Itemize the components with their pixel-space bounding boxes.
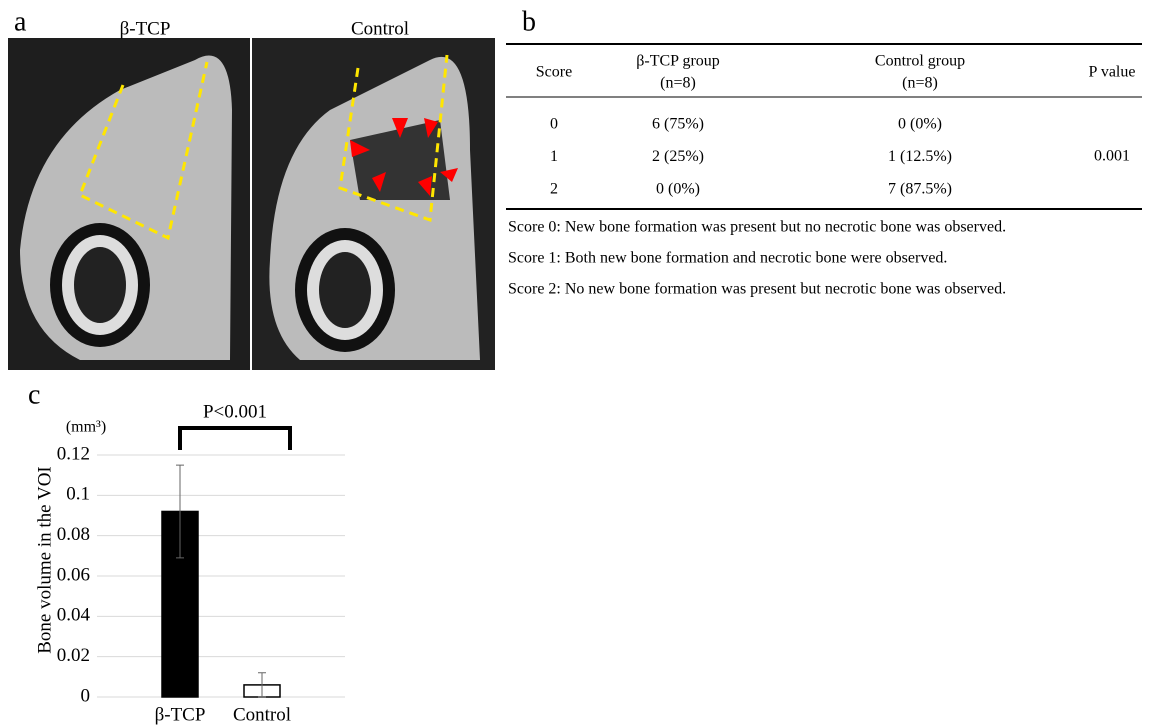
table-header: (n=8)	[660, 75, 696, 92]
y-axis-label: Bone volume in the VOI	[34, 466, 55, 654]
y-tick-label: 0.04	[57, 605, 91, 626]
table-cell: 1 (12.5%)	[888, 148, 952, 165]
y-tick-label: 0.02	[57, 645, 90, 666]
y-tick-label: 0.08	[57, 524, 90, 545]
y-tick-label: 0.12	[57, 443, 90, 464]
y-tick-label: 0.06	[57, 564, 90, 585]
note: Score 0: New bone formation was present …	[508, 219, 1006, 236]
y-tick-label: 0.1	[66, 484, 90, 505]
x-tick-label: Control	[233, 704, 291, 725]
table-cell: 7 (87.5%)	[888, 181, 952, 198]
panel-label: b	[522, 6, 536, 37]
table-header: P value	[1089, 64, 1136, 81]
table-cell: 2	[550, 181, 558, 198]
note: Score 1: Both new bone formation and nec…	[508, 250, 947, 267]
p-value: 0.001	[1094, 148, 1130, 165]
image-title: β-TCP	[120, 18, 171, 39]
y-tick-label: 0	[81, 685, 91, 706]
table-header: β-TCP group	[636, 53, 720, 70]
table-header: Score	[536, 64, 572, 81]
table-cell: 0 (0%)	[656, 181, 700, 198]
note: Score 2: No new bone formation was prese…	[508, 281, 1006, 298]
significance-bracket	[180, 428, 290, 450]
table-cell: 0	[550, 116, 558, 133]
table-cell: 0 (0%)	[898, 116, 942, 133]
panel-label: c	[28, 379, 40, 410]
table-header: (n=8)	[902, 75, 938, 92]
table-cell: 1	[550, 148, 558, 165]
table-cell: 2 (25%)	[652, 148, 704, 165]
table-header: Control group	[875, 53, 965, 70]
x-tick-label: β-TCP	[155, 704, 206, 725]
unit-label: (mm³)	[66, 419, 106, 436]
panel-label: a	[14, 6, 27, 37]
annotation: P<0.001	[203, 401, 267, 422]
figure: a β-TCP Control b Score β-TCP group (n=8) C…	[0, 0, 1150, 727]
table-cell: 6 (75%)	[652, 116, 704, 133]
image-title: Control	[351, 18, 409, 39]
